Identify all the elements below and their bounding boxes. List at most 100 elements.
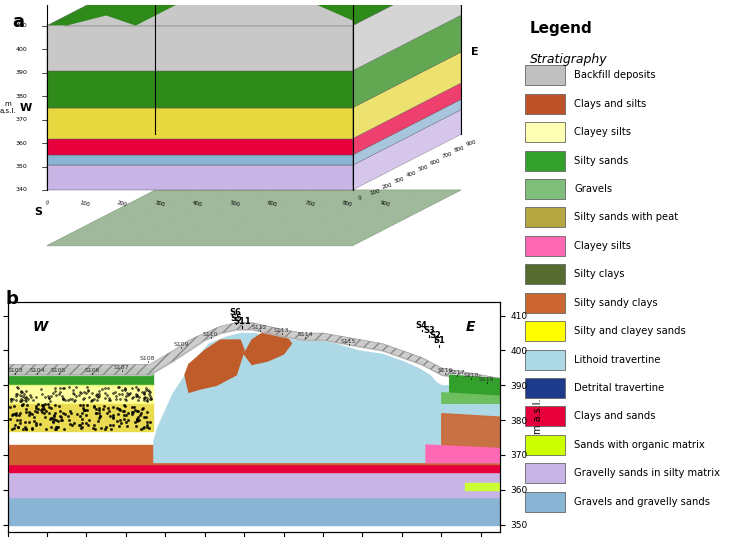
Point — [5, 394, 17, 403]
Bar — [525, 207, 566, 228]
Point — [35, 406, 47, 415]
Point — [39, 413, 51, 422]
Text: Lithoid travertine: Lithoid travertine — [574, 354, 661, 365]
Point — [11, 390, 23, 398]
Point — [10, 396, 22, 404]
Point — [49, 384, 61, 393]
Text: 300: 300 — [154, 200, 166, 208]
Point — [56, 392, 68, 401]
Point — [104, 412, 116, 420]
Polygon shape — [47, 155, 352, 165]
Point — [58, 409, 70, 418]
Point — [100, 391, 112, 400]
Point — [123, 389, 135, 398]
Text: S5: S5 — [230, 314, 242, 323]
Point — [143, 387, 155, 396]
Point — [86, 396, 98, 405]
Point — [57, 395, 69, 403]
Point — [131, 416, 143, 424]
Point — [42, 400, 54, 408]
Point — [4, 403, 16, 411]
Point — [47, 388, 59, 397]
Point — [57, 409, 69, 417]
Point — [70, 382, 82, 391]
Point — [141, 397, 153, 405]
Point — [36, 390, 48, 398]
Point — [93, 405, 105, 414]
Point — [124, 389, 136, 397]
Point — [112, 410, 124, 419]
Point — [89, 391, 101, 400]
Point — [90, 405, 102, 413]
Text: S4: S4 — [416, 321, 428, 330]
Point — [30, 402, 42, 410]
Point — [138, 390, 150, 399]
Point — [130, 383, 142, 392]
Point — [80, 419, 92, 427]
Point — [64, 407, 76, 415]
Point — [121, 389, 133, 397]
Point — [78, 406, 90, 415]
Point — [22, 395, 34, 403]
Text: Clays and sands: Clays and sands — [574, 411, 656, 422]
Point — [15, 395, 27, 404]
Point — [132, 396, 144, 405]
Point — [141, 408, 153, 416]
Point — [137, 424, 149, 433]
Point — [118, 415, 130, 423]
Point — [126, 402, 138, 411]
Point — [132, 386, 144, 394]
Point — [38, 404, 50, 413]
Point — [43, 394, 55, 403]
Point — [5, 395, 17, 403]
Point — [54, 388, 66, 397]
Point — [19, 423, 31, 432]
Polygon shape — [47, 0, 461, 26]
Text: 400: 400 — [16, 47, 27, 52]
Text: Sands with organic matrix: Sands with organic matrix — [574, 440, 705, 450]
Point — [20, 424, 32, 433]
Point — [56, 416, 68, 424]
Point — [58, 383, 70, 392]
Point — [14, 418, 26, 427]
Point — [18, 393, 30, 401]
Point — [50, 423, 62, 431]
Point — [93, 392, 105, 401]
Point — [38, 403, 50, 412]
Point — [142, 423, 154, 431]
Point — [68, 418, 80, 427]
Point — [130, 415, 142, 423]
Point — [99, 383, 111, 392]
Text: S104: S104 — [29, 368, 45, 373]
Point — [14, 409, 26, 417]
Point — [44, 403, 55, 411]
Point — [64, 409, 76, 417]
Point — [36, 408, 48, 416]
Point — [6, 425, 18, 433]
Point — [99, 388, 111, 397]
Point — [44, 414, 56, 423]
Point — [91, 392, 103, 401]
Point — [17, 425, 29, 433]
Text: 800: 800 — [454, 146, 465, 153]
Bar — [525, 66, 566, 85]
Point — [80, 411, 92, 420]
Point — [88, 421, 101, 430]
Text: Backfill deposits: Backfill deposits — [574, 70, 656, 81]
Text: S118: S118 — [464, 373, 478, 379]
Text: 700: 700 — [442, 152, 453, 159]
Point — [95, 424, 107, 432]
Point — [30, 393, 42, 401]
Text: Silty sands: Silty sands — [574, 156, 628, 165]
Point — [139, 423, 151, 432]
Point — [10, 411, 22, 419]
Point — [116, 389, 128, 398]
Point — [14, 416, 26, 425]
Polygon shape — [47, 190, 461, 245]
Point — [136, 403, 148, 412]
Text: 360: 360 — [16, 141, 27, 146]
Text: Gravelly sands in silty matrix: Gravelly sands in silty matrix — [574, 468, 721, 478]
Point — [46, 417, 58, 425]
Text: S112: S112 — [252, 324, 268, 330]
Point — [32, 400, 44, 409]
